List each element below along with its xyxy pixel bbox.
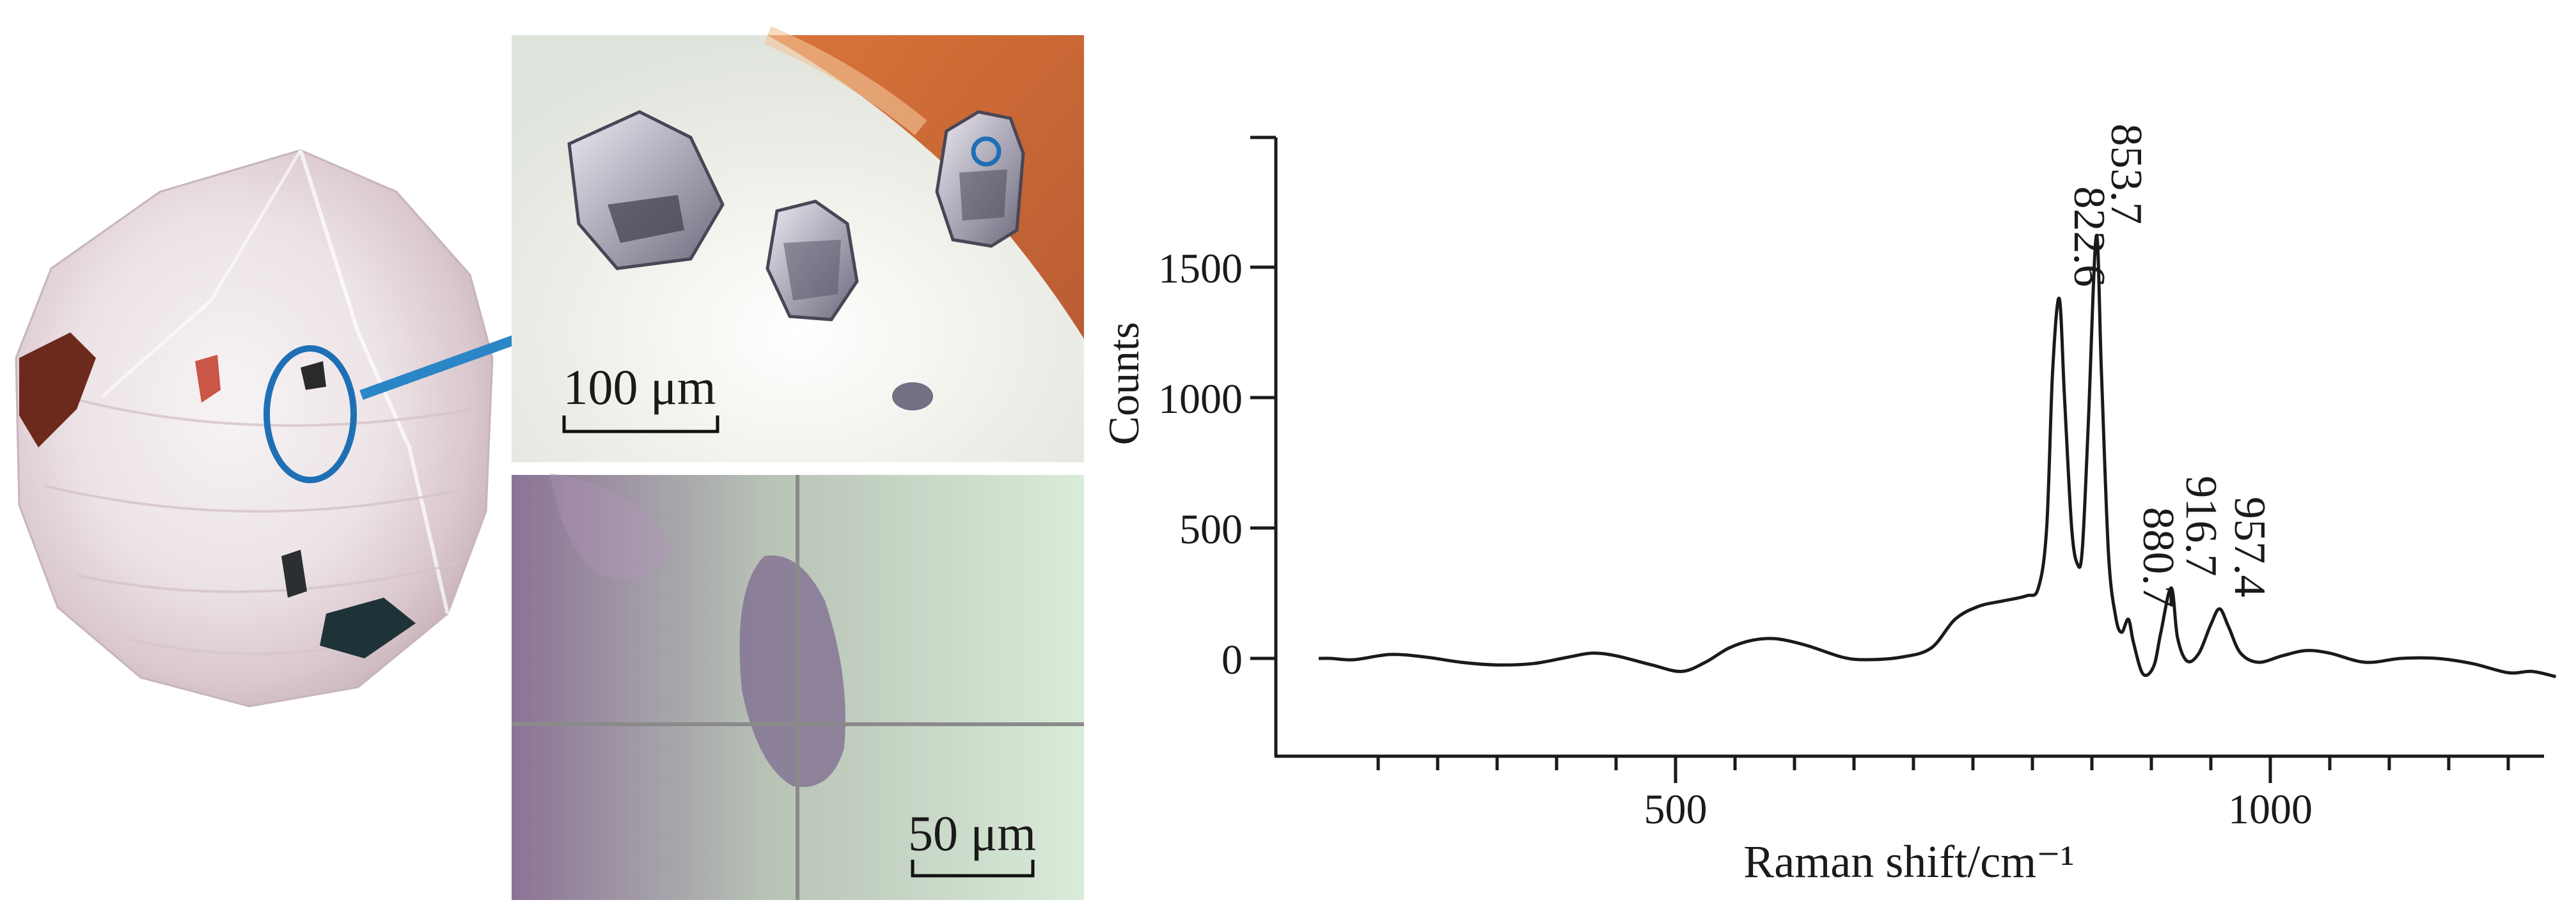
y-tick-label: 0 [1221,637,1243,683]
crystal-inclusion-3 [935,110,1025,248]
peak-label: 957.4 [2225,497,2274,598]
micrograph-bottom: 50 μm [512,473,1084,900]
analysis-spot-marker [971,136,1001,167]
peak-label: 880.7 [2133,507,2183,608]
peak-label: 853.7 [2101,124,2151,225]
scale-bar-top: 100 μm [562,359,719,433]
crystal-inclusion-2 [766,199,859,322]
diamond-photo [15,149,494,708]
scale-bar-top-label: 100 μm [563,359,716,415]
micrograph-top: 100 μm [512,26,1084,462]
scale-bar-bottom-label: 50 μm [908,805,1036,861]
garnet-inclusion [19,332,96,447]
x-tick-label: 500 [1644,786,1708,833]
inclusion-highlight-ring [263,345,357,483]
y-axis-title: Counts [1099,322,1148,446]
y-tick-label: 1500 [1158,245,1243,292]
crystal-inclusion-1 [567,110,725,270]
inclusion-outline [739,555,845,788]
peak-label: 822.6 [2064,187,2114,288]
scale-bar-bottom: 50 μm [908,805,1036,878]
y-tick-label: 1000 [1158,376,1243,423]
x-tick-label: 1000 [2228,786,2313,833]
peak-label: 916.7 [2176,476,2226,577]
y-tick-label: 500 [1179,506,1243,553]
spectrum-line [1318,233,2556,679]
x-axis-title: Raman shift/cm⁻¹ [1743,836,2075,887]
